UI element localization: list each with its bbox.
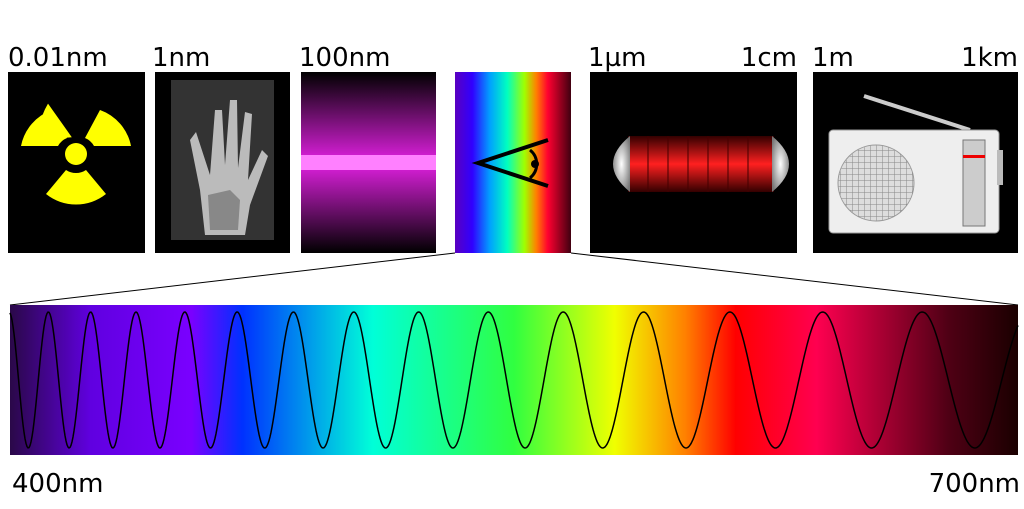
zoom-line bbox=[9, 252, 456, 306]
spectrum-end-label: 700nm bbox=[929, 469, 1020, 499]
scale-label: 100nm bbox=[299, 43, 390, 73]
visible-spectrum bbox=[10, 305, 1018, 455]
wave bbox=[9, 311, 1019, 449]
scale-label: 0.01nm bbox=[8, 43, 108, 73]
scale-label: 1cm bbox=[741, 43, 797, 73]
zoom-line bbox=[570, 252, 1019, 306]
gamma-panel bbox=[8, 72, 145, 253]
scale-label: 1m bbox=[812, 43, 854, 73]
scale-label: 1km bbox=[961, 43, 1018, 73]
xray-panel bbox=[155, 72, 290, 253]
scale-label: 1nm bbox=[152, 43, 210, 73]
uv-panel bbox=[301, 72, 436, 253]
microwave-panel bbox=[590, 72, 797, 253]
visible-panel bbox=[455, 72, 571, 253]
radio-panel bbox=[813, 72, 1018, 253]
scale-label: 1µm bbox=[588, 43, 646, 73]
spectrum-start-label: 400nm bbox=[12, 469, 103, 499]
